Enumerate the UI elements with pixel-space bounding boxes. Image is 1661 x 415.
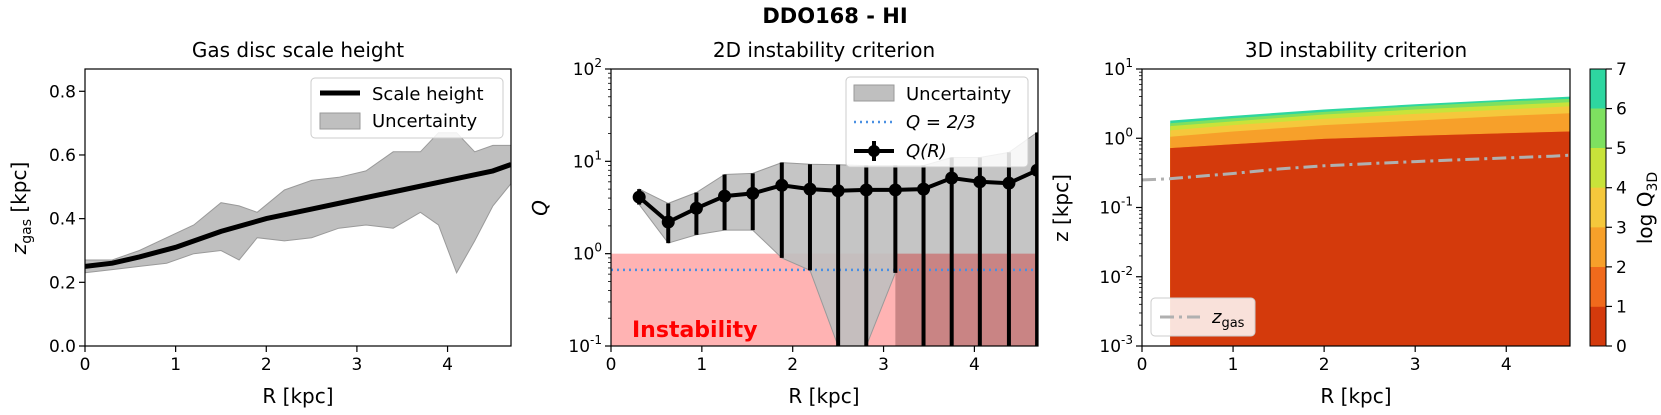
legend-q-threshold: Q = 2/3 [906, 112, 976, 133]
p2-data-point [945, 171, 959, 185]
p3-y-tick-label: 100 [1104, 125, 1133, 149]
p1-y-tick-label: 0.2 [49, 273, 76, 293]
panel-2d-instability: 2D instability criterion Instability 0 1 2… [528, 38, 1039, 408]
colorbar-ticks: 0 1 2 3 4 5 6 7 [1606, 60, 1627, 357]
p3-y-tick-label: 101 [1104, 56, 1133, 80]
instability-label: Instability [632, 318, 758, 343]
p2-y-tick-label: 10-1 [568, 333, 602, 357]
p2-data-point [973, 175, 987, 189]
p2-data-point [718, 189, 732, 203]
p1-x-tick-label: 2 [261, 355, 272, 375]
p2-x-tick-label: 3 [878, 355, 889, 375]
p1-y-ticks: 0.0 0.2 0.4 0.6 0.8 [49, 82, 85, 357]
p2-data-point [775, 178, 789, 192]
p1-scale-height-line [85, 162, 511, 269]
p2-data-point [803, 182, 817, 196]
p2-data-point [831, 184, 845, 198]
panel-scale-height: Gas disc scale height 0 1 2 3 4 0.0 0.2 0.4 0.6… [7, 38, 512, 408]
p3-band-0 [1170, 131, 1570, 346]
p3-y-tick-label: 10-2 [1099, 264, 1133, 288]
legend-swatch-uncertainty [319, 112, 361, 130]
p1-y-tick-label: 0.0 [49, 337, 76, 357]
p3-contour-bands [1170, 96, 1570, 346]
p2-axes-frame [610, 68, 1039, 347]
p1-y-label: zgas [kpc] [7, 162, 35, 256]
p2-points [632, 163, 1038, 229]
figure-title: DDO168 - HI [762, 4, 907, 28]
p2-x-tick-label: 1 [696, 355, 707, 375]
p1-x-label: R [kpc] [262, 384, 333, 408]
p2-x-tick-label: 4 [969, 355, 980, 375]
p2-data-point [689, 201, 703, 215]
p3-x-tick-label: 2 [1319, 355, 1330, 375]
legend-uncertainty: Uncertainty [372, 111, 478, 132]
p1-x-ticks: 0 1 2 3 4 [80, 346, 453, 375]
p2-instability-overlap [895, 253, 1038, 346]
p2-data-point [661, 215, 675, 229]
p2-data-point [917, 182, 931, 196]
colorbar-tick-label: 6 [1616, 100, 1627, 120]
colorbar-tick-label: 4 [1616, 179, 1627, 199]
panel3-title: 3D instability criterion [1245, 38, 1467, 62]
p3-legend: zgas [1150, 297, 1256, 337]
p3-y-ticks: 10-3 10-2 10-1 100 101 [1099, 56, 1142, 357]
p1-x-tick-label: 3 [352, 355, 363, 375]
p2-x-ticks: 0 1 2 3 4 [606, 346, 980, 375]
p3-x-label: R [kpc] [1320, 384, 1391, 408]
p2-data-point [1030, 163, 1038, 177]
colorbar-tick-label: 3 [1616, 218, 1627, 238]
p2-legend: Uncertainty Q = 2/3 Q(R) [845, 76, 1029, 168]
legend-uncertainty-2d: Uncertainty [906, 84, 1012, 105]
legend-q-r: Q(R) [906, 141, 947, 162]
colorbar: 0 1 2 3 4 5 6 7 log Q3D [1589, 60, 1661, 357]
p3-x-tick-label: 0 [1137, 355, 1148, 375]
p2-data-point [888, 183, 902, 197]
p2-y-tick-label: 100 [573, 241, 602, 265]
p3-x-tick-label: 4 [1501, 355, 1512, 375]
p1-y-tick-label: 0.6 [49, 146, 76, 166]
p3-x-tick-label: 3 [1410, 355, 1421, 375]
p3-y-tick-label: 10-3 [1099, 333, 1133, 357]
p3-x-ticks: 0 1 2 3 4 [1137, 346, 1512, 375]
p1-y-tick-label: 0.8 [49, 82, 76, 102]
p2-x-tick-label: 0 [606, 355, 617, 375]
p2-y-ticks: 10-1 100 101 102 [568, 56, 611, 357]
p2-y-label: Q [528, 200, 552, 216]
legend-swatch-uncertainty-2d [853, 84, 895, 102]
colorbar-tick-label: 2 [1616, 258, 1627, 278]
p3-y-tick-label: 10-1 [1099, 195, 1133, 219]
p2-x-tick-label: 2 [787, 355, 798, 375]
colorbar-tick-label: 0 [1616, 337, 1627, 357]
p2-data-point [1002, 176, 1016, 190]
p1-x-tick-label: 4 [442, 355, 453, 375]
p1-uncertainty-band [85, 132, 511, 274]
p2-y-tick-label: 102 [573, 56, 602, 80]
colorbar-tick-label: 1 [1616, 297, 1627, 317]
colorbar-tick-label: 7 [1616, 60, 1627, 80]
p2-x-label: R [kpc] [788, 384, 859, 408]
legend-zgas: zgas [1211, 307, 1245, 331]
p2-y-tick-label: 101 [573, 148, 602, 172]
panel1-title: Gas disc scale height [192, 38, 404, 62]
legend-scale-height: Scale height [372, 84, 484, 105]
p1-legend: Scale height Uncertainty [310, 77, 504, 139]
colorbar-gradient [1589, 68, 1607, 347]
p3-zgas-line [1142, 153, 1570, 182]
p1-axes-frame [84, 68, 512, 347]
p2-data-point [859, 183, 873, 197]
p3-y-label: z [kpc] [1049, 174, 1073, 242]
p1-y-tick-label: 0.4 [49, 210, 76, 230]
panel2-title: 2D instability criterion [713, 38, 935, 62]
colorbar-label: log Q3D [1633, 172, 1661, 244]
p2-data-point [632, 190, 646, 204]
colorbar-tick-label: 5 [1616, 139, 1627, 159]
p1-x-tick-label: 1 [170, 355, 181, 375]
p2-data-point [746, 186, 760, 200]
p1-x-tick-label: 0 [80, 355, 91, 375]
p3-x-tick-label: 1 [1228, 355, 1239, 375]
